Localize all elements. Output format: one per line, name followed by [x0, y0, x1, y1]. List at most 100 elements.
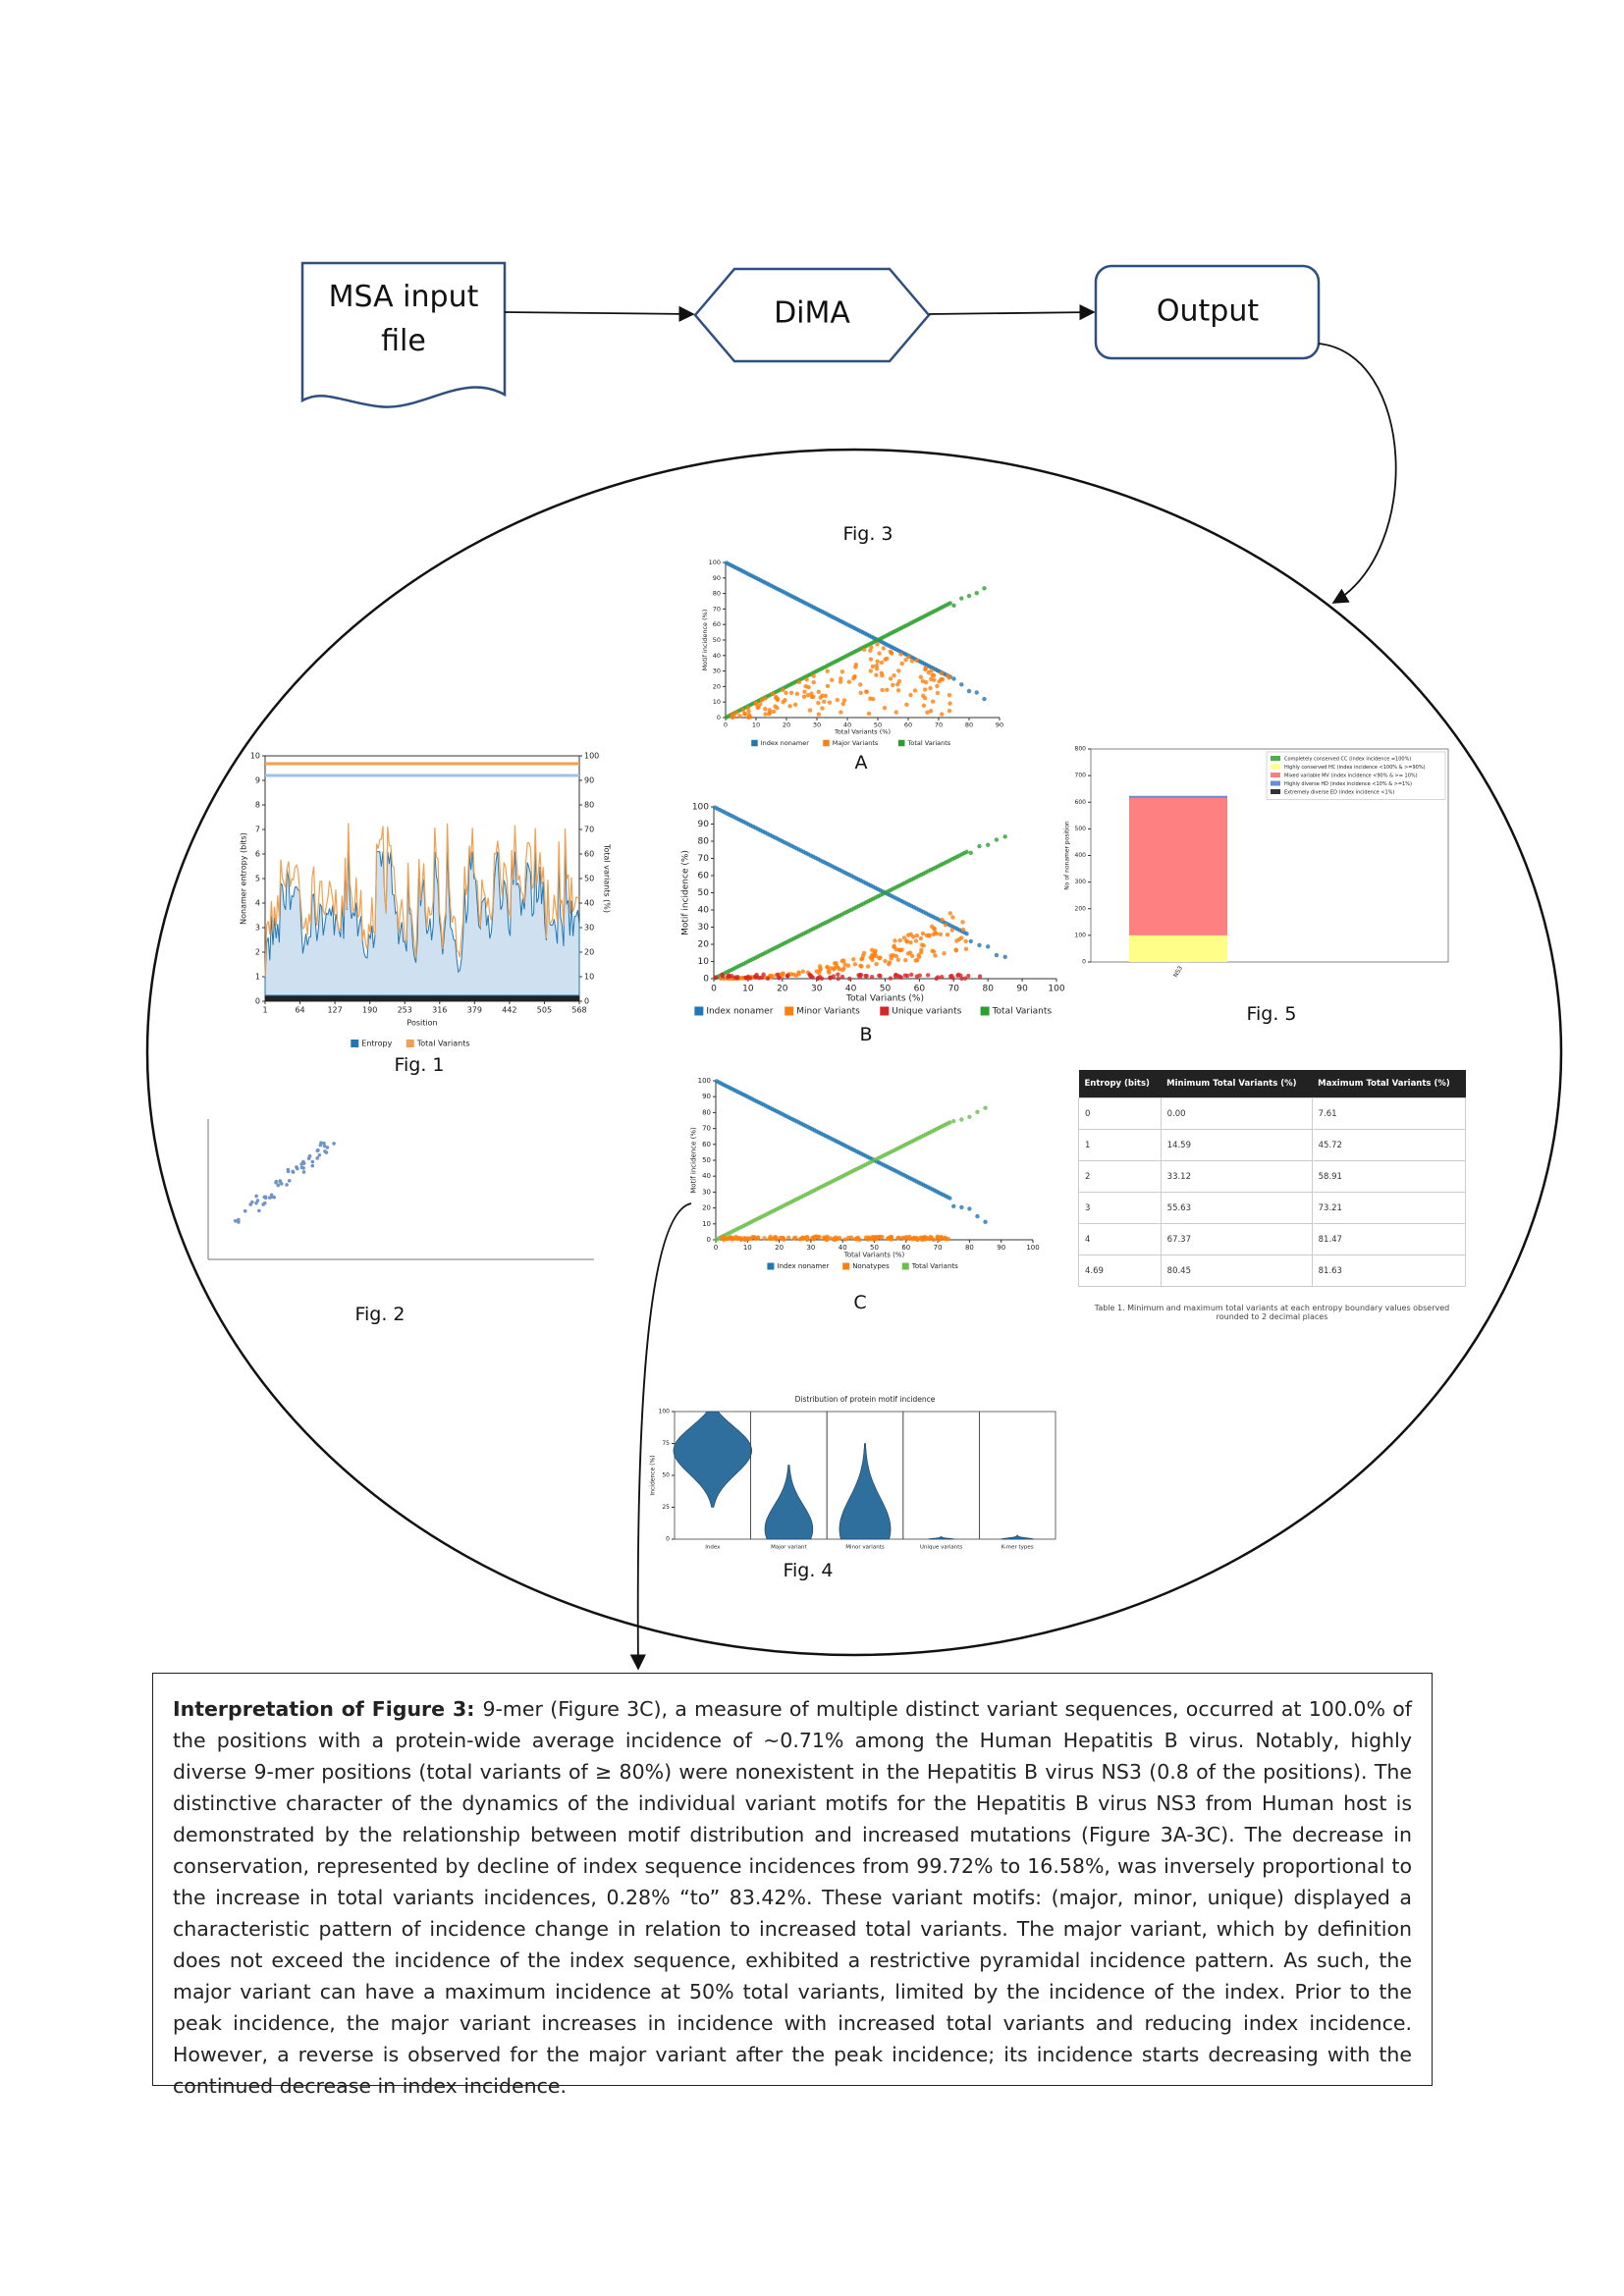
- x-tick-label: 70: [948, 985, 960, 994]
- y-tick-label: 50: [713, 636, 721, 644]
- scatter-dot: [975, 1109, 980, 1115]
- scatter-dot: [870, 957, 875, 963]
- node-label: file: [381, 324, 426, 358]
- y-axis-label: Motif incidence (%): [701, 610, 709, 671]
- scatter-dot: [816, 712, 822, 717]
- scatter-dot: [807, 708, 813, 713]
- x-tick-label: 60: [904, 721, 912, 729]
- scatter-dot: [811, 673, 816, 678]
- x-tick-label: 316: [432, 1006, 447, 1015]
- scatter-dot: [796, 971, 801, 977]
- scatter-dot: [930, 699, 936, 704]
- scatter-dot: [269, 1193, 274, 1198]
- scatter-dot: [983, 1105, 988, 1110]
- x-tick-label: 90: [997, 1244, 1005, 1252]
- legend-label: Total Variants: [907, 739, 951, 747]
- scatter-dot: [820, 693, 825, 698]
- scatter-dot: [768, 1234, 773, 1240]
- node-label: Output: [1157, 294, 1259, 329]
- scatter-dot: [868, 648, 873, 653]
- scatter-dot: [770, 691, 776, 697]
- scatter-dot: [994, 952, 1000, 958]
- x-tick-label: 40: [843, 721, 851, 729]
- y-tick-label: 40: [702, 1172, 711, 1180]
- scatter-dot: [761, 972, 766, 977]
- scatter-dot: [787, 704, 792, 709]
- legend-label: Index nonamer: [777, 1262, 829, 1270]
- scatter-dot: [896, 668, 901, 673]
- scatter-dot: [947, 911, 952, 916]
- scatter-dot: [863, 1235, 869, 1240]
- legend-label: Nonatypes: [852, 1262, 890, 1270]
- scatter-dot: [895, 1236, 901, 1241]
- scatter-dot: [938, 932, 944, 937]
- scatter-dot: [848, 1235, 854, 1240]
- legend-swatch: [767, 1262, 775, 1270]
- scatter-dot: [851, 957, 856, 962]
- x-tick-label: 0: [724, 721, 728, 729]
- y-tick-label: 60: [713, 620, 721, 628]
- scatter-dot: [935, 683, 940, 689]
- legend-swatch: [351, 1040, 359, 1047]
- scatter-dot: [924, 933, 930, 937]
- scatter-dot: [841, 966, 846, 971]
- y-tick-label: 100: [709, 559, 721, 566]
- y-tick-label: 800: [1075, 746, 1087, 753]
- scatter-dot: [825, 683, 831, 689]
- scatter-dot: [858, 690, 863, 696]
- panel-label: C: [853, 1292, 866, 1313]
- scatter-dot: [839, 974, 845, 980]
- scatter-dot: [853, 662, 859, 667]
- scatter-dot: [949, 928, 954, 933]
- scatter-dot: [845, 963, 851, 968]
- scatter-dot: [839, 710, 843, 715]
- scatter-dot: [762, 1236, 767, 1241]
- scatter-dot: [876, 1235, 882, 1240]
- scatter-dot: [895, 957, 901, 963]
- y-tick-label: 0: [255, 997, 260, 1006]
- scatter-dot: [887, 962, 892, 967]
- scatter-dot: [950, 915, 955, 920]
- scatter-dot: [872, 950, 878, 956]
- x-tick-label: 90: [1016, 985, 1028, 994]
- figure-caption: Fig. 5: [1246, 1003, 1296, 1025]
- y-tick-label: 90: [713, 574, 721, 582]
- y-tick-label: 60: [702, 1141, 711, 1148]
- scatter-dot: [892, 943, 896, 948]
- scatter-dot: [774, 1235, 779, 1240]
- scatter-dot: [966, 593, 972, 599]
- scatter-dot: [276, 1183, 281, 1188]
- table-row: 4 67.37 81.47: [1078, 1223, 1467, 1255]
- y2-axis-label: Total variants (%): [603, 843, 612, 913]
- scatter-dot: [960, 920, 965, 925]
- violin: [839, 1443, 892, 1540]
- y-tick-label: 10: [250, 752, 260, 761]
- x-tick-label: 40: [839, 1244, 847, 1252]
- scatter-dot: [743, 975, 748, 981]
- scatter-dot: [929, 924, 935, 930]
- scatter-dot: [796, 679, 802, 685]
- scatter-dot: [747, 976, 753, 981]
- scatter-dot: [809, 975, 814, 980]
- scatter-dot: [800, 969, 805, 974]
- scatter-dot: [789, 972, 794, 977]
- scatter-dot: [257, 1208, 261, 1213]
- ellipse: [145, 448, 1563, 1657]
- scatter-dot: [928, 1235, 933, 1240]
- scatter-dot: [909, 953, 915, 959]
- scatter-dot: [794, 691, 800, 697]
- legend-swatch: [1271, 764, 1280, 770]
- table-row: 1 14.59 45.72: [1078, 1129, 1467, 1161]
- scatter-dot: [835, 697, 839, 703]
- scatter-dot: [838, 679, 843, 684]
- scatter-dot: [874, 663, 880, 668]
- y2-tick-label: 90: [584, 776, 594, 785]
- scatter-dot: [758, 701, 763, 707]
- scatter-dot: [809, 694, 814, 699]
- scatter-dot: [865, 964, 871, 969]
- scatter-dot: [882, 706, 888, 711]
- scatter-dot: [777, 976, 782, 981]
- y-tick-label: 4: [255, 899, 260, 908]
- scatter-dot: [922, 1237, 927, 1242]
- scatter-dot: [866, 711, 872, 717]
